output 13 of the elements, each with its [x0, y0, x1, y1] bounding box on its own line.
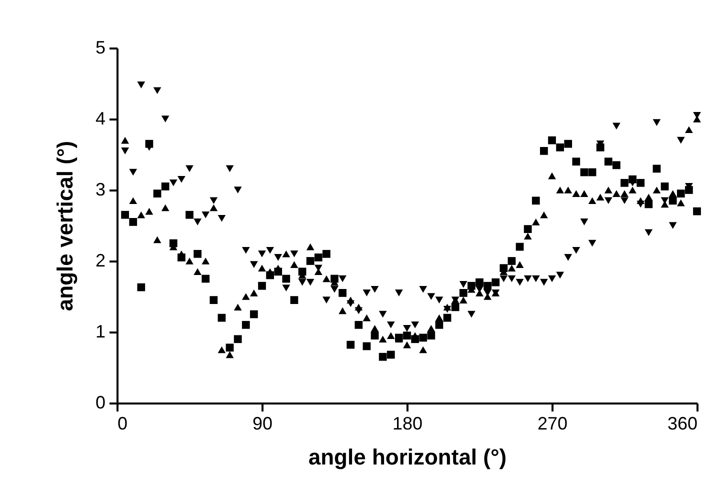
y-tick-label: 5	[95, 38, 106, 58]
y-tick-label: 3	[95, 180, 106, 200]
x-tick-label: 360	[667, 414, 698, 434]
y-tick-label: 1	[95, 322, 106, 342]
y-axis-title: angle vertical (°)	[52, 140, 78, 312]
x-tick-label: 90	[252, 414, 273, 434]
x-axis-title: angle horizontal (°)	[308, 444, 507, 470]
x-tick-label: 180	[392, 414, 423, 434]
x-tick-label: 270	[537, 414, 568, 434]
y-tick-label: 2	[95, 250, 106, 270]
x-tick-label: 0	[118, 414, 128, 434]
y-tick-label: 4	[95, 108, 106, 128]
y-tick-label: 0	[95, 392, 106, 412]
